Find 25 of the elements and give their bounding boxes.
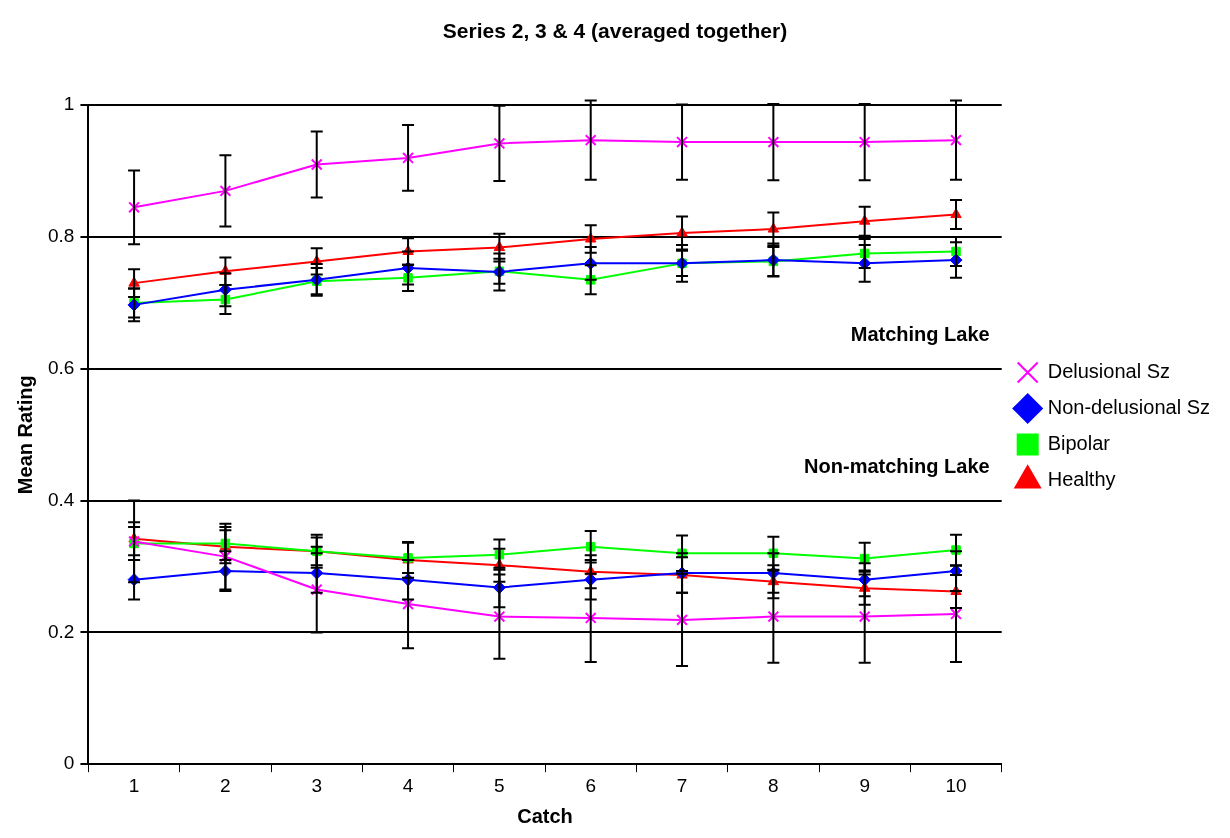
annotation: Matching Lake — [850, 323, 990, 346]
x-tick-label: 8 — [768, 774, 779, 796]
x-tick-label: 3 — [311, 774, 323, 796]
legend-label: Delusional Sz — [1047, 360, 1170, 383]
y-tick-label: 0 — [63, 752, 75, 774]
y-tick-label: 0.6 — [47, 357, 75, 379]
x-tick-label: 6 — [585, 774, 596, 796]
x-tick-label: 10 — [945, 774, 967, 796]
x-tick-label: 1 — [128, 774, 140, 796]
y-tick-label: 0.4 — [47, 488, 75, 510]
chart-title: Series 2, 3 & 4 (averaged together) — [442, 19, 788, 43]
x-tick-label: 4 — [402, 774, 414, 796]
x-tick-label: 5 — [494, 774, 505, 796]
y-axis-title: Mean Rating — [13, 375, 36, 495]
x-tick-label: 9 — [859, 774, 870, 796]
annotation: Non-matching Lake — [804, 455, 990, 478]
x-axis-title: Catch — [517, 804, 573, 827]
x-tick-label: 2 — [220, 774, 231, 796]
legend-label: Bipolar — [1047, 432, 1111, 455]
y-tick-label: 0.2 — [47, 620, 75, 642]
legend-label: Non-delusional Sz — [1047, 396, 1211, 419]
x-tick-label: 7 — [676, 774, 688, 796]
y-tick-label: 0.8 — [47, 225, 75, 247]
legend-label: Healthy — [1047, 468, 1116, 491]
y-tick-label: 1 — [63, 93, 75, 115]
